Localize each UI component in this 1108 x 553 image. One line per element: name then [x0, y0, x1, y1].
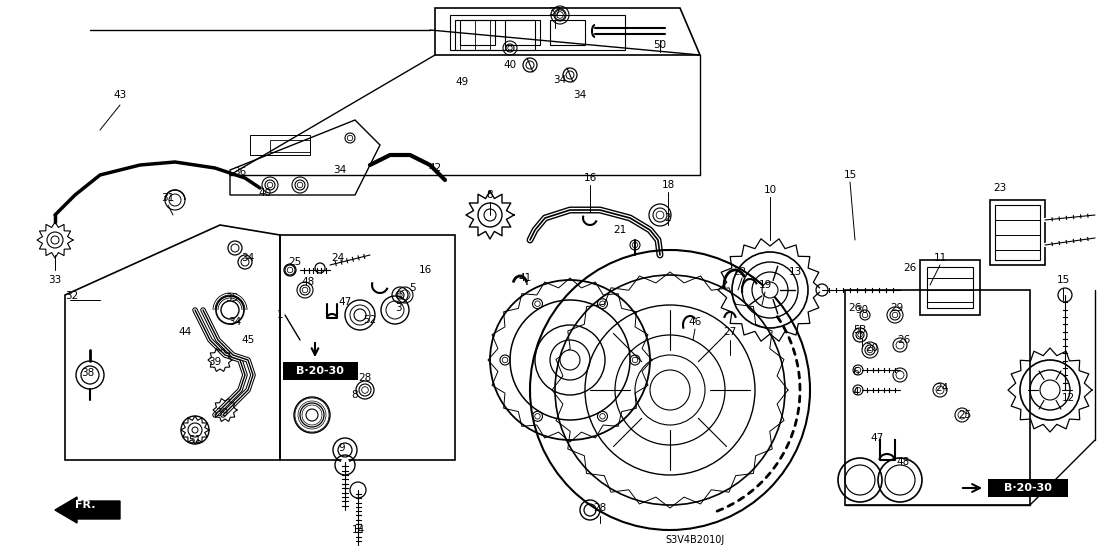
Text: FR.: FR.	[74, 500, 95, 510]
Circle shape	[192, 427, 198, 433]
Text: 8: 8	[351, 390, 358, 400]
Text: 49: 49	[455, 77, 469, 87]
Bar	[550, 20, 585, 45]
Text: 19: 19	[758, 280, 771, 290]
Text: 33: 33	[49, 275, 62, 285]
Text: B·20-30: B·20-30	[1004, 483, 1051, 493]
Bar	[280, 235, 455, 460]
Text: 16: 16	[584, 173, 596, 183]
Text: 21: 21	[614, 225, 627, 235]
Text: 34: 34	[228, 317, 242, 327]
Text: 1: 1	[277, 310, 284, 320]
Circle shape	[635, 355, 705, 425]
Bar	[845, 290, 1030, 505]
Text: 48: 48	[896, 457, 910, 467]
Bar	[991, 200, 1045, 265]
Text: 32: 32	[65, 291, 79, 301]
Text: 18: 18	[661, 180, 675, 190]
Circle shape	[484, 209, 496, 221]
Text: S3V4B2010J: S3V4B2010J	[666, 535, 725, 545]
Text: 5: 5	[409, 283, 416, 293]
Text: 41: 41	[519, 273, 532, 283]
Text: 53: 53	[853, 325, 866, 335]
Text: 48: 48	[301, 277, 315, 287]
Circle shape	[560, 350, 579, 370]
Bar	[450, 15, 625, 50]
Text: 43: 43	[113, 90, 126, 100]
Text: 22: 22	[733, 267, 747, 277]
Text: 31: 31	[162, 193, 175, 203]
Bar	[270, 140, 310, 152]
Circle shape	[762, 282, 778, 298]
Text: 40: 40	[503, 60, 516, 70]
Text: 26: 26	[903, 263, 916, 273]
Text: 34: 34	[573, 90, 586, 100]
Bar	[988, 479, 1068, 497]
Text: 24: 24	[935, 383, 948, 393]
Text: 39: 39	[215, 408, 228, 418]
Text: 16: 16	[419, 265, 432, 275]
Text: 6: 6	[853, 367, 860, 377]
Text: 52: 52	[363, 315, 377, 325]
Text: 37: 37	[548, 7, 562, 17]
Circle shape	[51, 236, 59, 244]
Bar	[920, 260, 979, 315]
Circle shape	[353, 309, 366, 321]
Text: 45: 45	[242, 335, 255, 345]
Text: 47: 47	[338, 297, 351, 307]
Text: 14: 14	[351, 525, 365, 535]
Bar	[927, 267, 973, 308]
Bar	[283, 362, 358, 380]
Text: 27: 27	[724, 327, 737, 337]
Text: 26: 26	[849, 303, 862, 313]
Text: 50: 50	[654, 40, 667, 50]
Circle shape	[306, 409, 318, 421]
Text: 30: 30	[855, 305, 869, 315]
Bar	[250, 135, 310, 155]
Bar	[995, 205, 1040, 260]
Text: 10: 10	[763, 185, 777, 195]
Text: 46: 46	[688, 317, 701, 327]
Text: 20: 20	[865, 343, 879, 353]
Text: 8: 8	[486, 190, 493, 200]
Text: 29: 29	[891, 303, 904, 313]
Text: 15: 15	[843, 170, 856, 180]
Text: 35: 35	[225, 293, 238, 303]
Text: 28: 28	[358, 373, 371, 383]
Text: 24: 24	[331, 253, 345, 263]
Text: 4: 4	[853, 387, 860, 397]
Text: 34: 34	[334, 165, 347, 175]
Text: 39: 39	[208, 357, 222, 367]
Text: 42: 42	[429, 163, 442, 173]
Text: 25: 25	[958, 410, 972, 420]
Circle shape	[1040, 380, 1060, 400]
Bar	[505, 20, 540, 45]
Text: 51: 51	[188, 435, 202, 445]
Text: 28: 28	[594, 503, 606, 513]
Bar	[455, 20, 535, 50]
Text: B·20-30: B·20-30	[296, 366, 343, 376]
Text: 44: 44	[178, 327, 192, 337]
Text: 23: 23	[994, 183, 1007, 193]
Text: 47: 47	[871, 433, 883, 443]
Text: 25: 25	[288, 257, 301, 267]
FancyArrow shape	[55, 497, 120, 523]
Text: 34: 34	[242, 253, 255, 263]
Text: 13: 13	[789, 267, 801, 277]
Text: 34: 34	[553, 75, 566, 85]
Bar	[460, 20, 495, 45]
Text: 3: 3	[394, 303, 401, 313]
Circle shape	[650, 370, 690, 410]
Text: 26: 26	[897, 335, 911, 345]
Text: 36: 36	[234, 167, 247, 177]
Text: 11: 11	[933, 253, 946, 263]
Text: 40: 40	[258, 188, 271, 198]
Text: 2: 2	[665, 213, 671, 223]
Text: 9: 9	[339, 443, 346, 453]
Text: 38: 38	[81, 368, 94, 378]
Text: 12: 12	[1061, 393, 1075, 403]
Text: 15: 15	[1056, 275, 1069, 285]
